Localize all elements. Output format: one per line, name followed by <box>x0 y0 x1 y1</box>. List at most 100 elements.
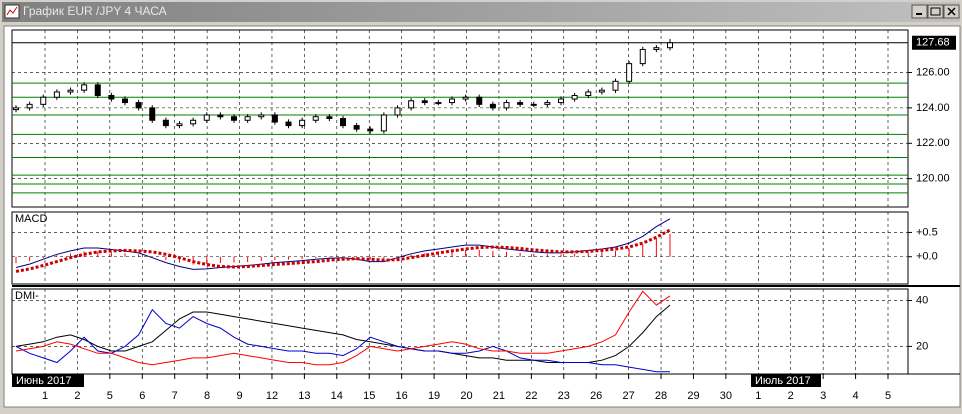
x-tick-label: 1 <box>755 390 761 402</box>
x-tick-label: 20 <box>460 390 472 402</box>
x-tick-label: 13 <box>298 390 310 402</box>
x-tick-label: 23 <box>558 390 570 402</box>
y-tick-label: 120.00 <box>916 173 950 185</box>
candle-body <box>312 116 319 121</box>
candle-body <box>149 107 156 121</box>
panel-frame <box>11 29 909 208</box>
period-label: Июнь 2017 <box>16 375 72 387</box>
x-tick-label: 2 <box>74 390 80 402</box>
candle-body <box>53 91 60 98</box>
candle-body <box>503 102 510 109</box>
x-tick-label: 27 <box>622 390 634 402</box>
candle-body <box>176 123 183 127</box>
x-tick-label: 12 <box>266 390 278 402</box>
candle-body <box>40 96 47 105</box>
candle-body <box>244 116 251 121</box>
title-bar <box>2 2 960 22</box>
candle-body <box>258 114 265 118</box>
plot: 120.00 122.00 124.00 126.00 127.68 +0.0 +0.5 MA… <box>11 29 960 402</box>
x-tick-label: 14 <box>331 390 343 402</box>
candle-body <box>421 100 428 104</box>
candle-body <box>435 102 442 105</box>
candle-body <box>394 107 401 116</box>
candle-body <box>81 84 88 91</box>
candle-body <box>26 103 33 109</box>
y-tick-label: 40 <box>916 294 928 306</box>
x-tick-label: 28 <box>655 390 667 402</box>
candle-body <box>326 116 333 120</box>
candle-body <box>67 89 74 93</box>
y-tick-label: 122.00 <box>916 137 950 149</box>
last-price-label: 127.68 <box>916 37 950 49</box>
panel-frame <box>11 211 909 285</box>
candle-body <box>667 42 673 49</box>
candle-body <box>203 114 210 121</box>
x-tick-label: 26 <box>590 390 602 402</box>
panel-title: DMI- <box>15 290 39 302</box>
x-tick-label: 29 <box>687 390 699 402</box>
x-tick-label: 4 <box>853 390 859 402</box>
maximize-button[interactable] <box>927 4 944 19</box>
minimize-button[interactable] <box>911 4 928 19</box>
candle-body <box>653 47 660 50</box>
candle-body <box>231 116 237 121</box>
y-tick-label: 126.00 <box>916 66 950 78</box>
y-tick-label: 20 <box>916 340 928 352</box>
x-tick-label: 7 <box>172 390 178 402</box>
candle-body <box>489 103 496 109</box>
window-title: График EUR /JPY 4 ЧАСА <box>23 4 167 18</box>
candle-body <box>462 96 469 100</box>
candle-body <box>162 119 169 127</box>
candle-body <box>476 96 483 105</box>
candle-body <box>571 94 578 100</box>
candle-body <box>299 119 306 127</box>
panel-frame <box>11 288 909 375</box>
candle-body <box>13 107 19 111</box>
x-tick-label: 2 <box>788 390 794 402</box>
candle-body <box>135 102 142 109</box>
maximize-glyph <box>930 7 941 16</box>
candle-body <box>612 80 619 91</box>
candle-body <box>380 114 387 132</box>
period-label: Июль 2017 <box>755 375 811 387</box>
candle-body <box>544 102 551 105</box>
x-tick-label: 1 <box>42 390 48 402</box>
period-box <box>751 374 821 387</box>
candle-body <box>353 125 360 130</box>
candle-body <box>190 119 197 125</box>
last-price-box <box>912 35 956 50</box>
candle-body <box>517 102 524 105</box>
period-box <box>12 374 84 387</box>
y-tick-label: 124.00 <box>916 102 950 114</box>
x-tick-label: 9 <box>236 390 242 402</box>
x-tick-label: 19 <box>428 390 440 402</box>
candle-body <box>122 98 128 104</box>
candle-body <box>449 98 455 104</box>
x-tick-label: 15 <box>363 390 375 402</box>
candle-body <box>367 128 374 132</box>
x-tick-label: 5 <box>885 390 891 402</box>
window-buttons[interactable] <box>911 4 960 19</box>
x-tick-label: 16 <box>396 390 408 402</box>
candle-body <box>340 118 346 127</box>
window-icon-glyph <box>6 6 18 16</box>
x-tick-label: 22 <box>525 390 537 402</box>
y-tick-label: +0.0 <box>916 251 938 263</box>
candle-body <box>94 84 101 96</box>
x-tick-label: 3 <box>820 390 826 402</box>
x-tick-label: 8 <box>204 390 210 402</box>
x-tick-label: 6 <box>139 390 145 402</box>
candle-body <box>530 103 537 106</box>
panel-title: MACD <box>15 213 47 225</box>
x-tick-label: 5 <box>107 390 113 402</box>
candle-body <box>639 48 646 65</box>
candle-body <box>271 114 278 123</box>
y-tick-label: +0.5 <box>916 226 938 238</box>
candle-body <box>598 89 605 93</box>
candle-body <box>108 94 115 100</box>
candle-body <box>285 121 292 127</box>
candle-body <box>408 100 415 109</box>
series-line <box>15 290 671 366</box>
x-tick-label: 30 <box>720 390 732 402</box>
